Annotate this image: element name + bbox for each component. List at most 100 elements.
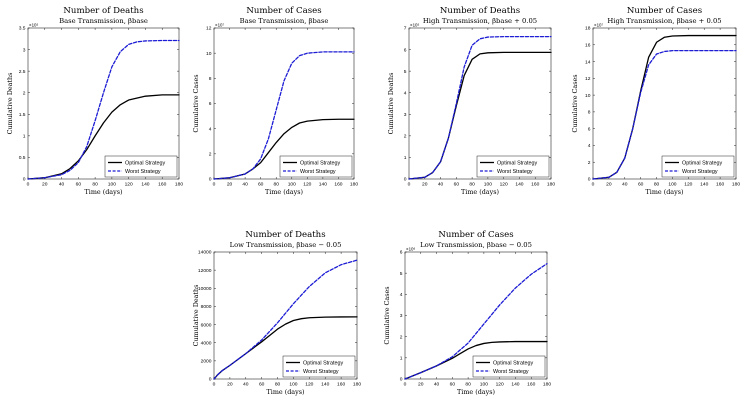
y-axis-label: Cumulative Cases (571, 74, 579, 132)
x-axis-label: Time (days) (265, 188, 303, 196)
legend-box (282, 355, 356, 378)
chart-subtitle: High Transmission, βbase + 0.05 (423, 17, 537, 25)
legend-label: Optimal Strategy (682, 160, 722, 166)
legend-label: Optimal Strategy (300, 160, 340, 166)
legend: Optimal Strategy Worst Strategy (661, 155, 735, 178)
y-tick-label: 18 (585, 26, 591, 32)
y-tick-label: 6 (588, 126, 591, 132)
y-tick-label: 10 (585, 93, 591, 99)
y-tick-label: 1 (23, 134, 26, 140)
y-tick-label: 8000 (201, 304, 212, 310)
x-tick-label: 180 (353, 382, 361, 388)
legend-label: Worst Strategy (493, 369, 529, 375)
series-line-worst (213, 51, 355, 180)
axes-box (27, 27, 180, 180)
y-tick-label: 4 (588, 143, 591, 149)
x-tick-label: 60 (450, 382, 456, 388)
legend-label: Worst Strategy (682, 169, 718, 175)
y-axis-exponent: ×10⁵ (410, 23, 419, 28)
y-axis-label: Cumulative Deaths (6, 73, 14, 135)
legend: Optimal Strategy Worst Strategy (104, 155, 178, 178)
x-tick-label: 120 (500, 182, 508, 188)
y-tick-label: 0 (209, 177, 212, 183)
x-axis-label: Time (days) (457, 388, 495, 396)
y-tick-label: 1 (404, 155, 407, 161)
y-tick-label: 14000 (198, 250, 212, 256)
y-tick-label: 4 (209, 126, 212, 132)
x-tick-label: 0 (213, 182, 216, 188)
y-tick-label: 2 (588, 160, 591, 166)
x-tick-label: 0 (408, 182, 411, 188)
x-axis-label: Time (days) (85, 188, 123, 196)
y-tick-label: 2.5 (19, 69, 26, 75)
x-tick-label: 80 (275, 382, 281, 388)
legend-box (476, 155, 550, 178)
legend-label: Optimal Strategy (497, 160, 537, 166)
y-tick-label: 6 (404, 47, 407, 53)
y-tick-label: 5 (400, 271, 403, 277)
x-tick-label: 80 (273, 182, 279, 188)
y-tick-label: 3.5 (19, 26, 26, 32)
series-line-optimal (27, 94, 180, 180)
y-tick-label: 7 (404, 26, 407, 32)
x-tick-label: 40 (243, 382, 249, 388)
x-tick-label: 160 (716, 182, 724, 188)
x-tick-label: 20 (42, 182, 48, 188)
x-tick-label: 20 (422, 182, 428, 188)
y-tick-label: 1 (400, 356, 403, 362)
x-tick-label: 60 (258, 182, 264, 188)
y-tick-label: 0 (23, 177, 26, 183)
x-tick-label: 100 (480, 382, 488, 388)
legend: Optimal Strategy Worst Strategy (472, 355, 546, 378)
x-tick-label: 0 (27, 182, 30, 188)
y-tick-label: 2 (23, 90, 26, 96)
chart-subtitle: High Transmission, βbase + 0.05 (607, 17, 721, 25)
x-tick-label: 180 (543, 382, 551, 388)
y-axis-label: Cumulative Cases (192, 74, 200, 132)
y-tick-label: 0 (209, 377, 212, 383)
x-tick-label: 100 (484, 182, 492, 188)
x-tick-label: 100 (288, 182, 296, 188)
axes-box (592, 27, 737, 180)
y-tick-label: 4 (400, 292, 403, 298)
x-tick-label: 60 (454, 182, 460, 188)
y-tick-label: 1.5 (19, 112, 26, 118)
series-line-worst (592, 50, 737, 180)
x-tick-label: 140 (511, 382, 519, 388)
chart-title: Number of Deaths (440, 6, 520, 16)
x-tick-label: 20 (227, 382, 233, 388)
x-tick-label: 80 (469, 182, 475, 188)
y-tick-label: 2 (400, 334, 403, 340)
legend-label: Worst Strategy (125, 169, 161, 175)
chart-subtitle: Low Transmission, βbase − 0.05 (420, 241, 532, 249)
y-tick-label: 10 (206, 51, 212, 57)
legend-box (472, 355, 546, 378)
x-tick-label: 100 (108, 182, 116, 188)
y-tick-label: 0.5 (19, 155, 26, 161)
legend-box (104, 155, 178, 178)
x-tick-label: 80 (654, 182, 660, 188)
y-tick-label: 0 (400, 377, 403, 383)
x-tick-label: 0 (404, 382, 407, 388)
y-tick-label: 8 (209, 76, 212, 82)
series-line-worst (404, 262, 548, 380)
x-tick-label: 140 (700, 182, 708, 188)
x-tick-label: 120 (303, 182, 311, 188)
y-tick-label: 4 (404, 90, 407, 96)
x-tick-label: 160 (527, 382, 535, 388)
chart-title: Number of Cases (246, 6, 321, 16)
x-tick-label: 160 (334, 182, 342, 188)
legend: Optimal Strategy Worst Strategy (279, 155, 353, 178)
x-tick-label: 60 (259, 382, 265, 388)
x-tick-label: 120 (684, 182, 692, 188)
x-tick-label: 40 (438, 182, 444, 188)
x-tick-label: 140 (321, 382, 329, 388)
y-axis-exponent: ×10⁶ (406, 247, 415, 252)
x-axis-label: Time (days) (461, 188, 499, 196)
legend: Optimal Strategy Worst Strategy (476, 155, 550, 178)
